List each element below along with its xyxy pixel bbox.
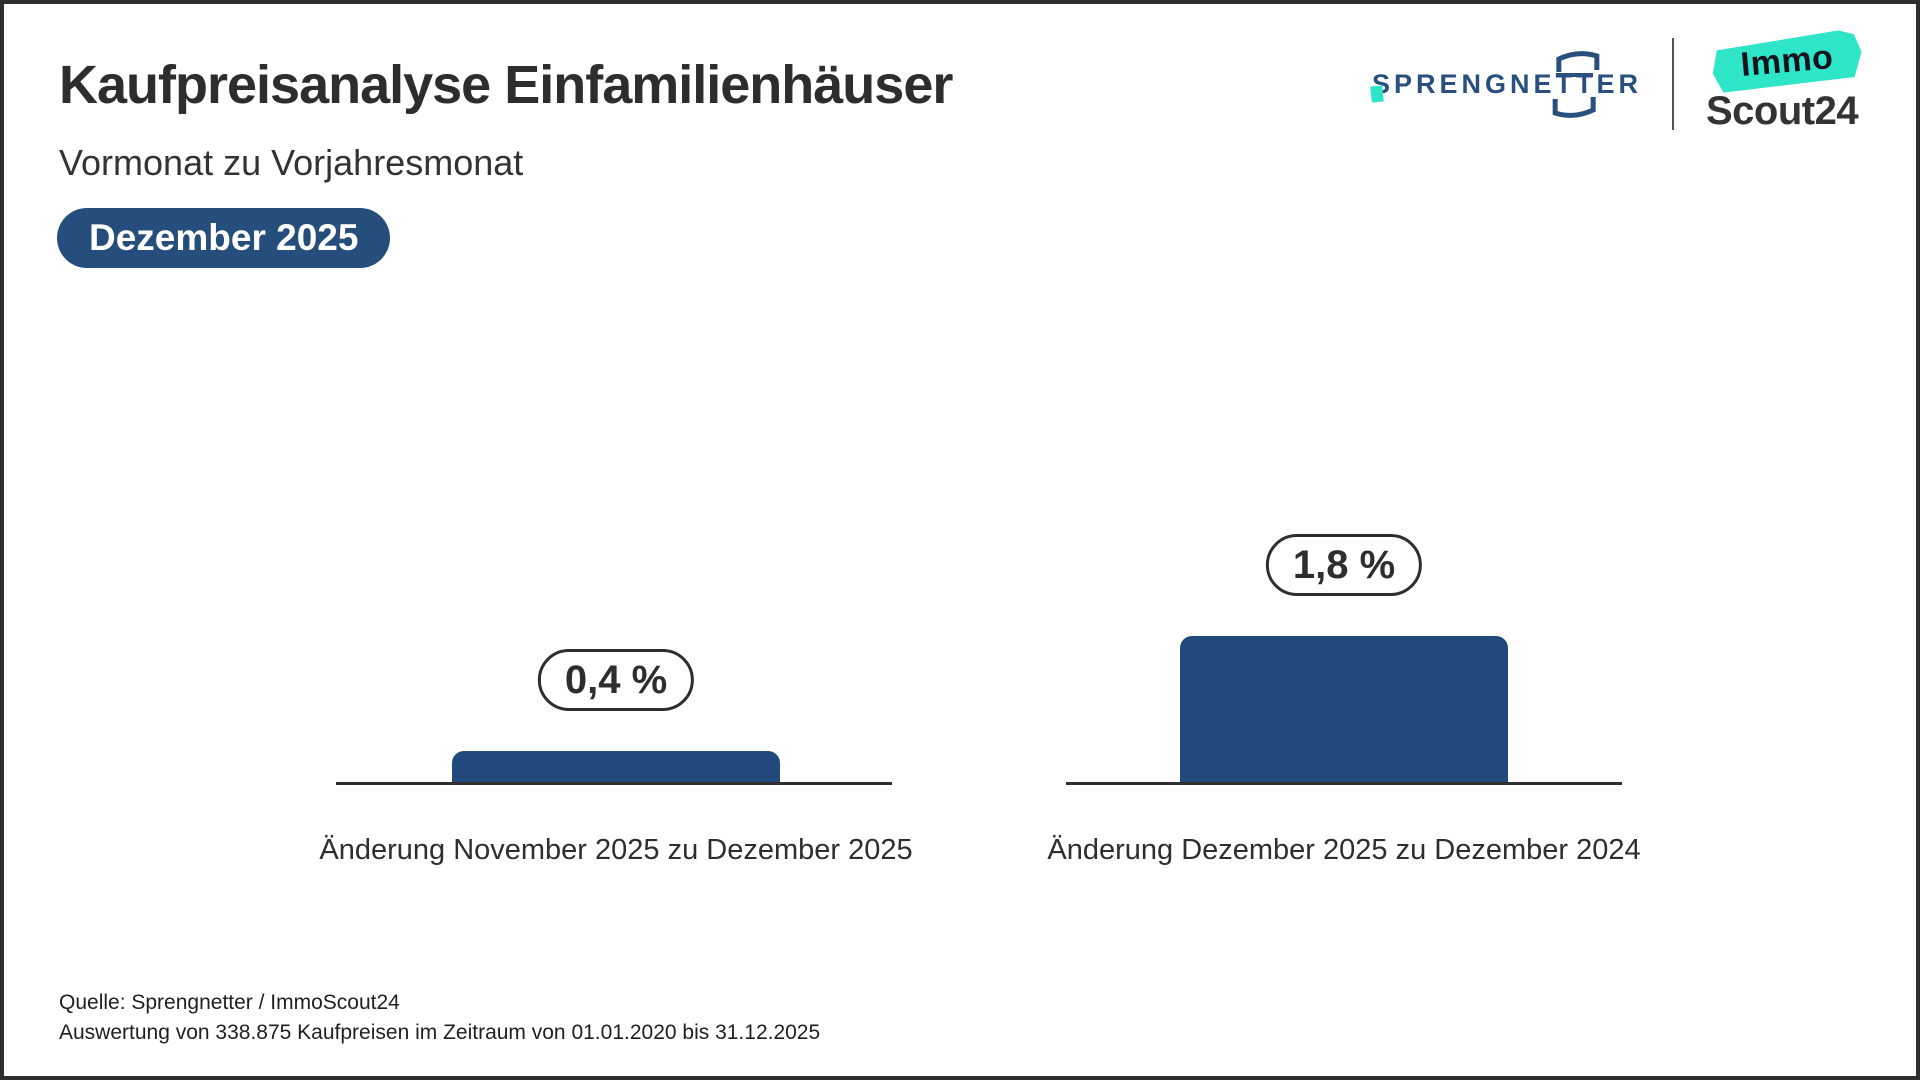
- period-badge: Dezember 2025: [57, 208, 391, 268]
- sprengnetter-bracket-bottom-icon: [1552, 96, 1596, 118]
- source-footnote: Quelle: Sprengnetter / ImmoScout24 Auswe…: [59, 988, 820, 1048]
- sprengnetter-logo: SPRENGNE TT ER: [1371, 50, 1642, 118]
- page-subtitle: Vormonat zu Vorjahresmonat: [59, 142, 524, 183]
- logo-block: SPRENGNE TT ER Immo Scout24: [1370, 34, 1864, 134]
- value-label: 1,8 %: [1292, 542, 1396, 587]
- category-label: Änderung Dezember 2025 zu Dezember 2024: [1047, 834, 1641, 866]
- axis-line: [1066, 782, 1622, 785]
- value-pill: 1,8 %: [1265, 534, 1423, 596]
- bar-chart: 0,4 % Änderung November 2025 zu Dezember…: [4, 4, 1916, 1076]
- sprengnetter-logo-text-post: ER: [1596, 68, 1642, 99]
- sprengnetter-logo-text-pre: SPRENGNE: [1371, 68, 1556, 99]
- logo-divider: [1672, 38, 1674, 130]
- immoscout24-logo: Immo Scout24: [1370, 35, 1864, 134]
- sprengnetter-logo-tt: TT: [1552, 50, 1600, 118]
- page-title: Kaufpreisanalyse Einfamilienhäuser: [59, 55, 953, 115]
- bar: [1180, 636, 1508, 784]
- category-label: Änderung November 2025 zu Dezember 2025: [319, 834, 913, 866]
- source-line: Quelle: Sprengnetter / ImmoScout24: [59, 991, 400, 1014]
- bar: [452, 751, 780, 784]
- value-label: 0,4 %: [564, 657, 668, 702]
- evaluation-line: Auswertung von 338.875 Kaufpreisen im Ze…: [59, 1021, 821, 1044]
- value-pill: 0,4 %: [537, 649, 695, 711]
- sprengnetter-tt-crossbar: [1556, 72, 1594, 77]
- immoscout-logo-bottom-text: Scout24: [1706, 88, 1859, 133]
- axis-line: [336, 782, 892, 785]
- sprengnetter-bracket-top-icon: [1556, 50, 1600, 72]
